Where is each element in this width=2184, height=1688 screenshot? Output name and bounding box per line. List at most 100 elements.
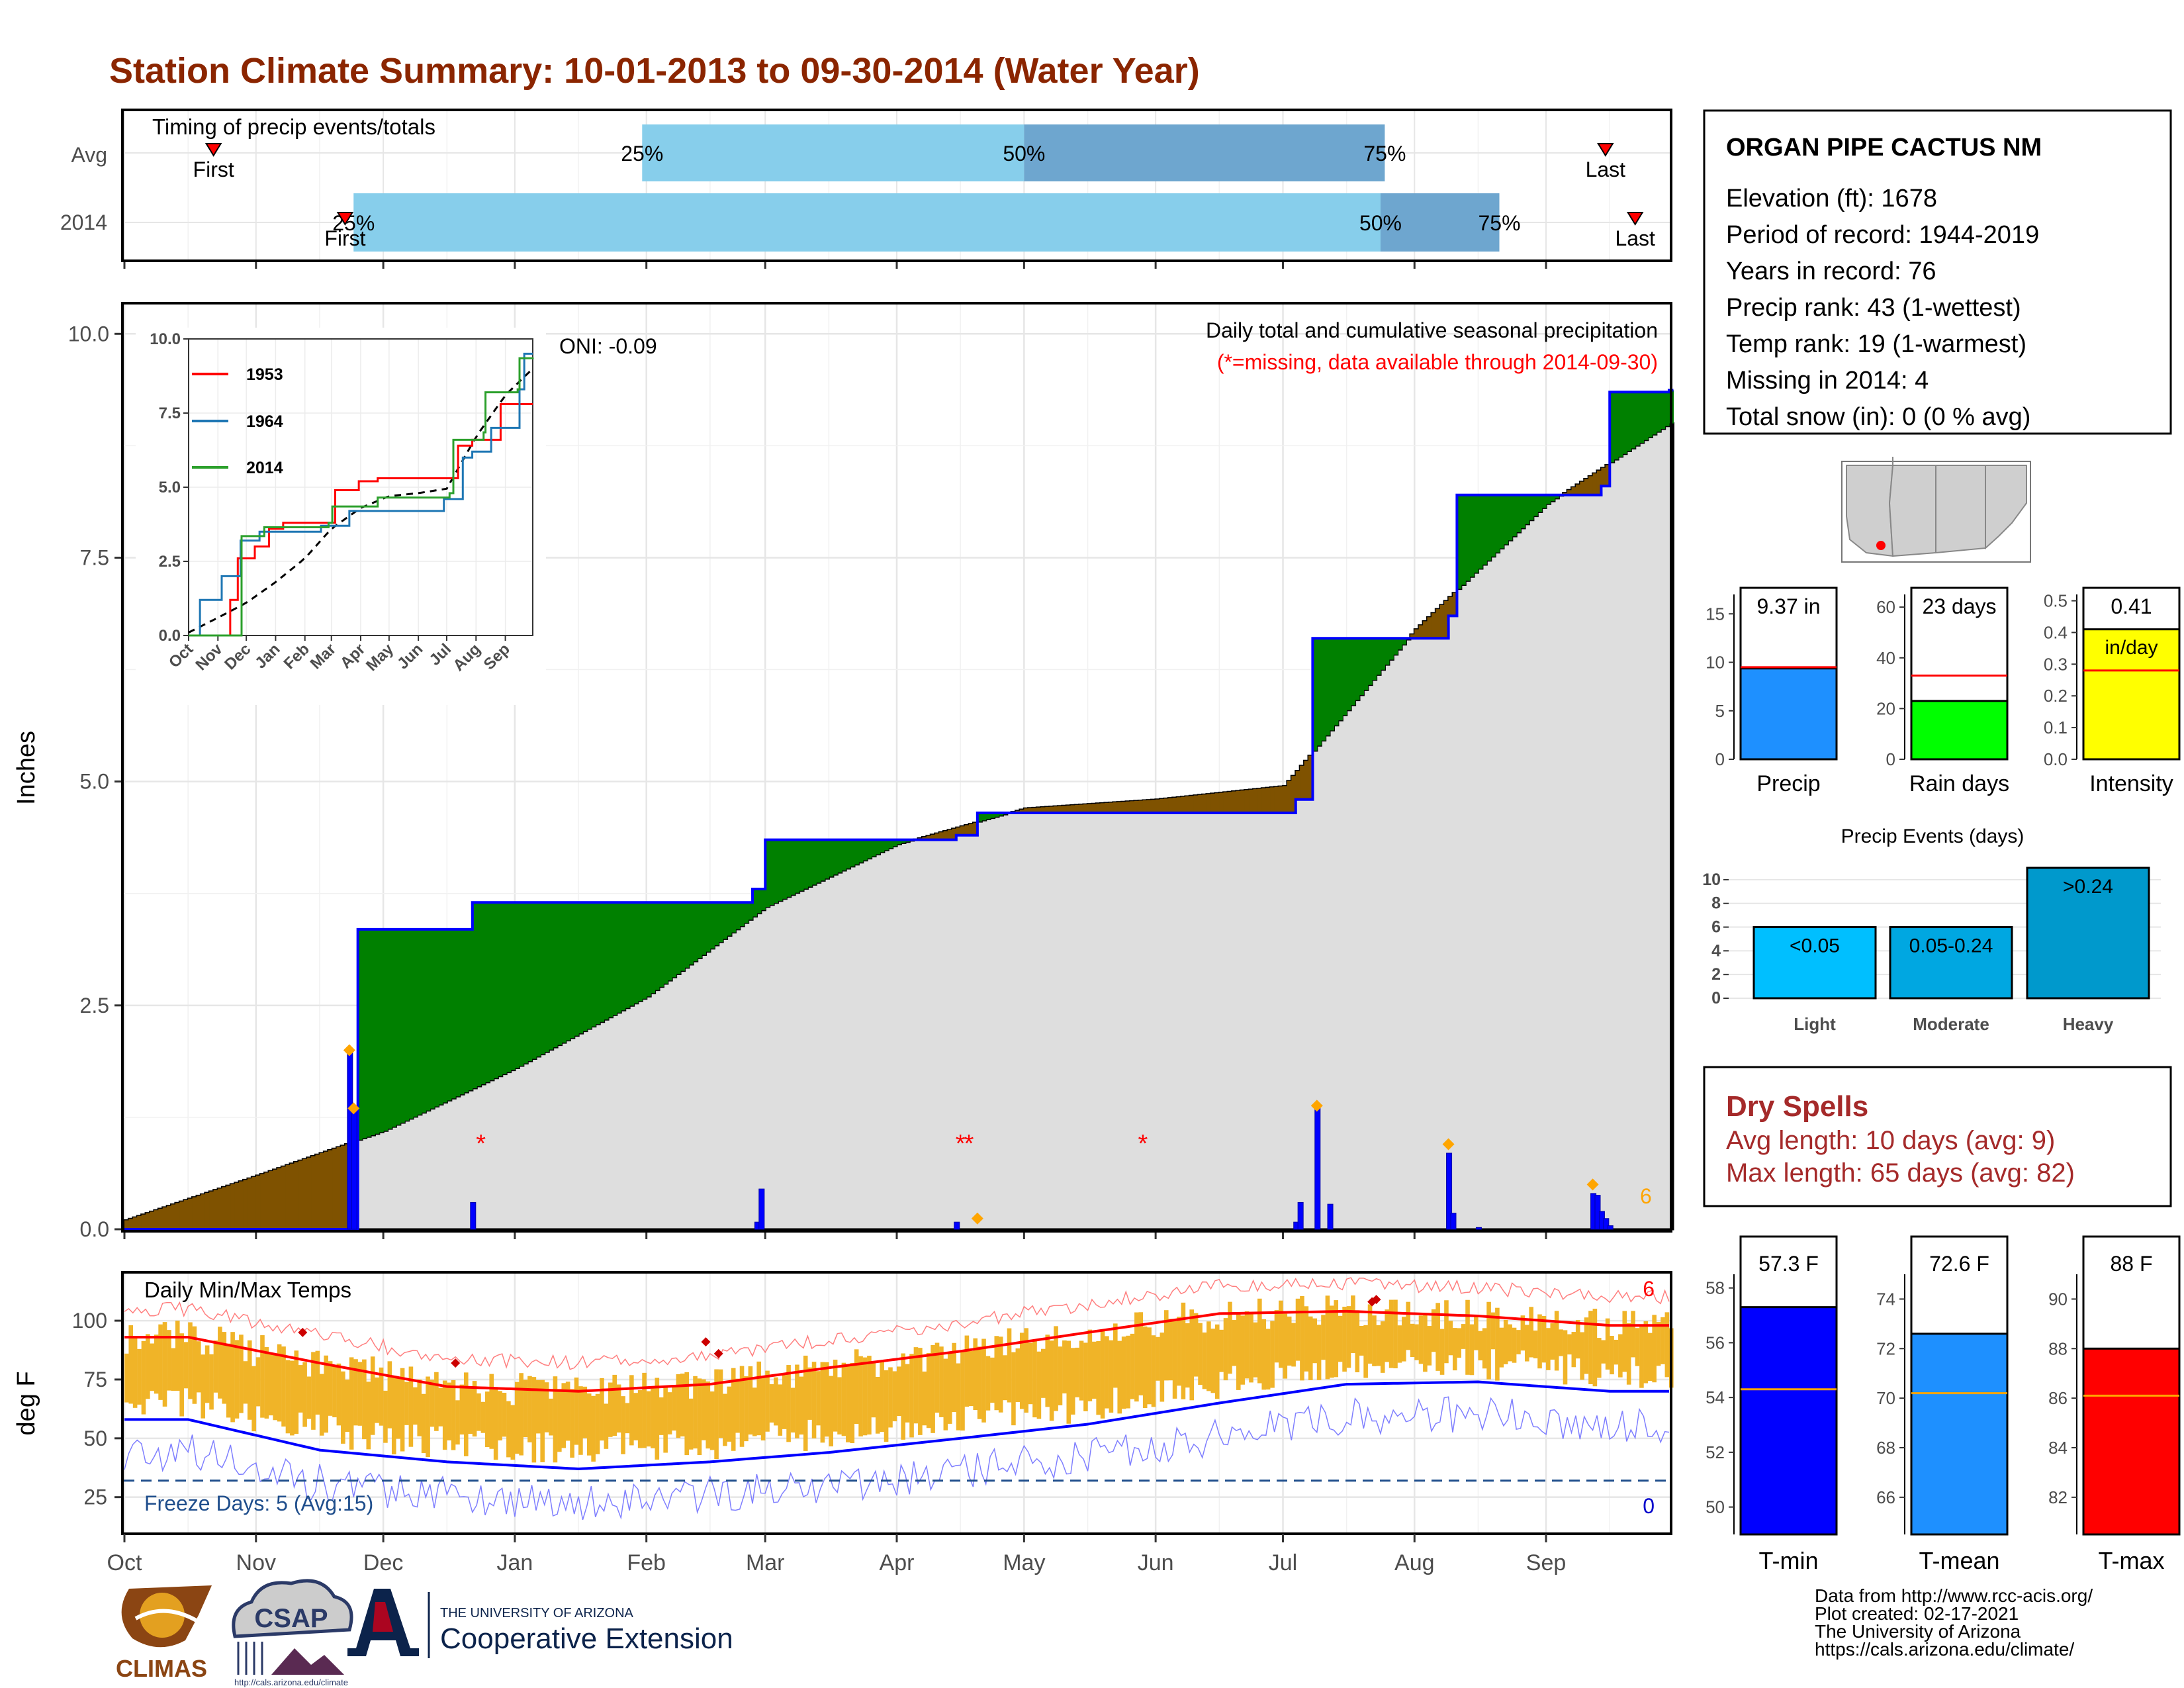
station-line: Missing in 2014: 4 [1726,367,1929,395]
csap-logo: CSAP http://cals.arizona.edu/climate [232,1579,353,1687]
surplus-area [383,929,388,1131]
daily-temp-range-bar [803,1355,808,1451]
surplus-area [803,839,808,889]
surplus-area [875,839,880,855]
deficit-area [141,1214,146,1229]
daily-temp-range-bar [1130,1333,1135,1399]
surplus-area [748,902,753,920]
surplus-area [370,929,375,1135]
daily-temp-range-bar [1223,1318,1228,1381]
daily-temp-range-bar [1537,1314,1542,1369]
deficit-area [247,1178,252,1229]
surplus-area [676,902,681,974]
daily-temp-range-bar [926,1352,931,1429]
daily-temp-range-bar [1393,1299,1398,1369]
daily-temp-range-bar [646,1391,651,1447]
daily-temp-range-bar [952,1342,956,1413]
daily-temp-range-bar [434,1372,439,1431]
deficit-area [1070,805,1075,813]
mini-tick-label: 0 [1715,749,1725,769]
precip-y-label: Inches [13,731,40,805]
deficit-area [1083,804,1089,813]
surplus-area [544,902,549,1053]
daily-temp-range-bar [1469,1324,1475,1376]
deficit-area [234,1182,240,1229]
inset-legend-label: 2014 [246,459,283,477]
temp-y-tick-label: 100 [72,1309,107,1333]
season-summary-bars: 0 5 10 15 9.37 in Precip 0 20 40 60 23 days Rain da… [1706,586,2181,796]
observed-cumulative-line [124,389,1674,1231]
daily-temp-range-bar [1402,1317,1406,1362]
deficit-area [167,1205,172,1229]
daily-temp-range-bar [498,1391,502,1440]
deficit-area [1452,592,1457,616]
precip-y-tick-label: 7.5 [80,545,109,569]
deficit-area [251,1177,257,1229]
deficit-area [277,1168,282,1229]
deficit-area [1431,613,1436,639]
daily-temp-range-bar [994,1336,999,1411]
daily-temp-range-bar [353,1359,358,1426]
daily-temp-range-bar [591,1395,596,1462]
daily-temp-range-bar [226,1343,231,1418]
daily-temp-range-bar [1206,1321,1211,1391]
temp-y-label: deg F [13,1371,40,1435]
extreme-event-marker [1442,1138,1455,1150]
daily-temp-range-bar [188,1322,193,1399]
surplus-area [684,902,690,968]
daily-temp-range-bar [421,1393,426,1454]
deficit-area [1028,808,1033,813]
daily-temp-range-bar [255,1357,261,1407]
mini-tick-label: 40 [1876,648,1895,668]
timing-panel: Timing of precip events/totals Avg 2014 … [60,109,1672,269]
surplus-area [709,902,715,949]
deficit-area [1283,786,1288,813]
month-label: Jan [496,1550,533,1575]
daily-temp-range-bar [1330,1305,1334,1378]
surplus-area [1388,638,1394,660]
daily-temp-range-bar [222,1332,227,1404]
deficit-area [150,1211,155,1229]
daily-temp-range-bar [1181,1302,1186,1399]
daily-temp-range-bar [1448,1321,1453,1356]
daily-temp-range-bar [1105,1336,1109,1409]
daily-temp-range-bar [1643,1321,1649,1383]
daily-precip-bar [1327,1203,1334,1230]
mini-tick-label: 0.3 [2044,654,2068,674]
tbar-name-label: T-min [1759,1547,1819,1574]
daily-temp-range-bar [637,1390,643,1448]
daily-temp-range-bar [1461,1324,1466,1349]
inset-y-tick-label: 0.0 [159,627,181,645]
deficit-area [1019,810,1024,813]
precip-frame [121,302,1672,1233]
daily-temp-range-bar [985,1356,991,1411]
deficit-area [298,1160,303,1229]
daily-temp-range-bar [1304,1306,1309,1372]
surplus-area [438,929,443,1105]
surplus-area [1457,494,1462,589]
daily-temp-range-bar [183,1342,189,1389]
daily-temp-range-bar [574,1378,579,1445]
missing-note: (*=missing, data available through 2014-… [1217,350,1658,374]
daily-temp-range-bar [1032,1340,1037,1418]
missing-day-marker: * [964,1130,974,1158]
daily-temp-range-bar [841,1362,846,1436]
surplus-area [1321,638,1326,741]
daily-temp-range-bar [1325,1295,1330,1380]
deficit-area [213,1190,218,1229]
daily-temp-range-bar [774,1377,778,1426]
daily-temp-range-bar [1567,1334,1572,1355]
daily-temp-range-bar [179,1333,184,1417]
daily-temp-range-bar [218,1327,222,1399]
surplus-area [477,902,482,1087]
daily-temp-range-bar [1622,1311,1627,1372]
deficit-area [154,1210,159,1229]
surplus-area [778,839,783,901]
deficit-area [969,823,974,835]
daily-temp-range-bar [1614,1339,1619,1365]
surplus-area [697,902,702,959]
surplus-area [1312,638,1318,751]
daily-temp-range-bar [430,1380,435,1427]
deficit-area [1172,797,1177,813]
surplus-area [1614,392,1619,460]
